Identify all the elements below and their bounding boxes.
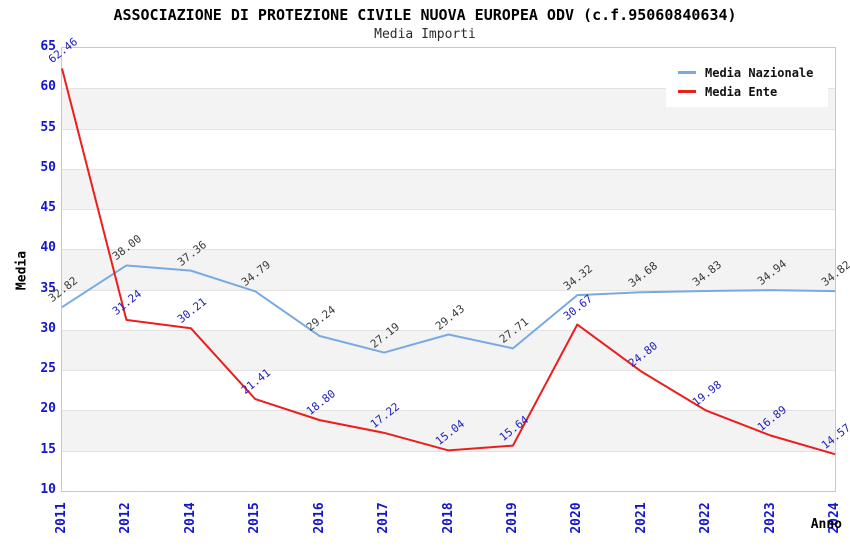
y-tick-label: 55 (40, 119, 56, 135)
gridline (62, 249, 835, 251)
legend-label-media-nazionale: Media Nazionale (705, 65, 814, 80)
plot-band (62, 128, 835, 169)
x-axis-title: Anno (810, 517, 842, 532)
legend-item-media-nazionale: Media Nazionale (672, 63, 822, 82)
legend-item-media-ente: Media Ente (672, 82, 822, 101)
x-tick-label: 2019 (504, 502, 520, 534)
plot-band (62, 168, 835, 210)
plot-frame (61, 47, 836, 492)
y-tick-label: 45 (40, 200, 56, 216)
x-tick-label: 2014 (182, 502, 198, 534)
y-tick-label: 25 (40, 361, 56, 377)
x-tick-label: 2016 (311, 502, 327, 534)
x-tick-label: 2021 (633, 502, 649, 534)
y-tick-label: 50 (40, 159, 56, 175)
y-tick-label: 40 (40, 240, 56, 256)
y-tick-label: 20 (40, 401, 56, 417)
y-tick-label: 60 (40, 79, 56, 95)
x-tick-label: 2023 (762, 502, 778, 534)
chart-subtitle: Media Importi (374, 27, 476, 42)
plot-band (62, 410, 835, 451)
x-tick-label: 2012 (118, 502, 134, 534)
x-tick-label: 2022 (698, 502, 714, 534)
y-tick-label: 10 (40, 482, 56, 497)
y-tick-label: 30 (40, 320, 56, 336)
series-line-0 (61, 264, 836, 354)
gridline (62, 289, 835, 291)
plot-band (62, 249, 835, 290)
x-tick-label: 2017 (376, 502, 392, 534)
gridline (62, 88, 835, 90)
gridline (62, 329, 835, 331)
y-tick-label: 15 (40, 441, 56, 457)
plot-band (62, 370, 835, 411)
plot-band (62, 289, 835, 330)
series-line-1 (61, 68, 836, 456)
y-tick-label: 65 (40, 39, 56, 54)
x-tick-label: 2018 (440, 502, 456, 534)
gridline (62, 209, 835, 211)
x-tick-label: 2011 (54, 502, 69, 534)
plot-band (62, 209, 835, 250)
x-tick-label: 2020 (569, 502, 585, 534)
legend-swatch-media-nazionale-icon (678, 71, 696, 74)
gridline (62, 128, 835, 130)
legend-label-media-ente: Media Ente (705, 84, 778, 99)
chart-title: ASSOCIAZIONE DI PROTEZIONE CIVILE NUOVA … (113, 6, 737, 24)
x-tick-label: 2015 (247, 502, 263, 534)
plot-band (62, 450, 835, 491)
gridline (62, 168, 835, 170)
y-tick-label: 35 (40, 280, 56, 296)
legend-swatch-media-ente-icon (678, 90, 696, 93)
plot-band (62, 329, 835, 371)
gridline (62, 410, 835, 412)
legend: Media Nazionale Media Ente (666, 57, 828, 107)
gridline (62, 370, 835, 372)
